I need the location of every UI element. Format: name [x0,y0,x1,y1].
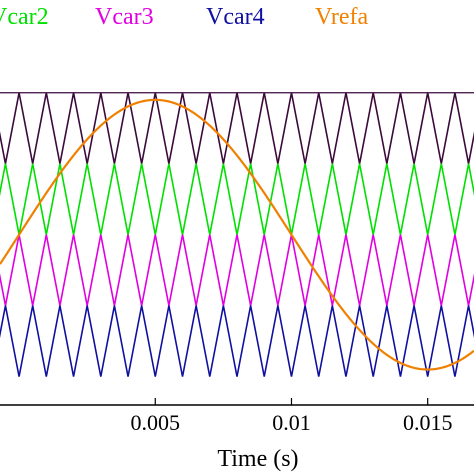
legend-item-vrefa: Vrefa [315,2,368,32]
x-tick-label: 0.015 [403,410,453,435]
legend-label-vcar3: Vcar3 [95,4,154,30]
series-vcar4 [0,305,474,377]
x-axis-title: Time (s) [217,446,298,472]
axis-layer: 0.005 0.01 0.015 [0,92,474,435]
x-tick-label: 0.01 [272,410,311,435]
x-tick-label: 0.005 [131,410,181,435]
legend-item-vcar3: Vcar3 [95,2,154,32]
series-vrefa [0,98,474,371]
series-vcar3 [0,234,474,306]
legend-label-vcar4: Vcar4 [206,4,265,30]
legend-item-vcar2: Vcar2 [0,2,49,32]
legend-label-vcar2: Vcar2 [0,4,49,30]
legend-label-vrefa: Vrefa [315,4,369,30]
legend-item-vcar4: Vcar4 [206,2,265,32]
series-vcar2 [0,163,474,235]
series-vcar1 [0,92,474,164]
series-layer [0,92,474,377]
